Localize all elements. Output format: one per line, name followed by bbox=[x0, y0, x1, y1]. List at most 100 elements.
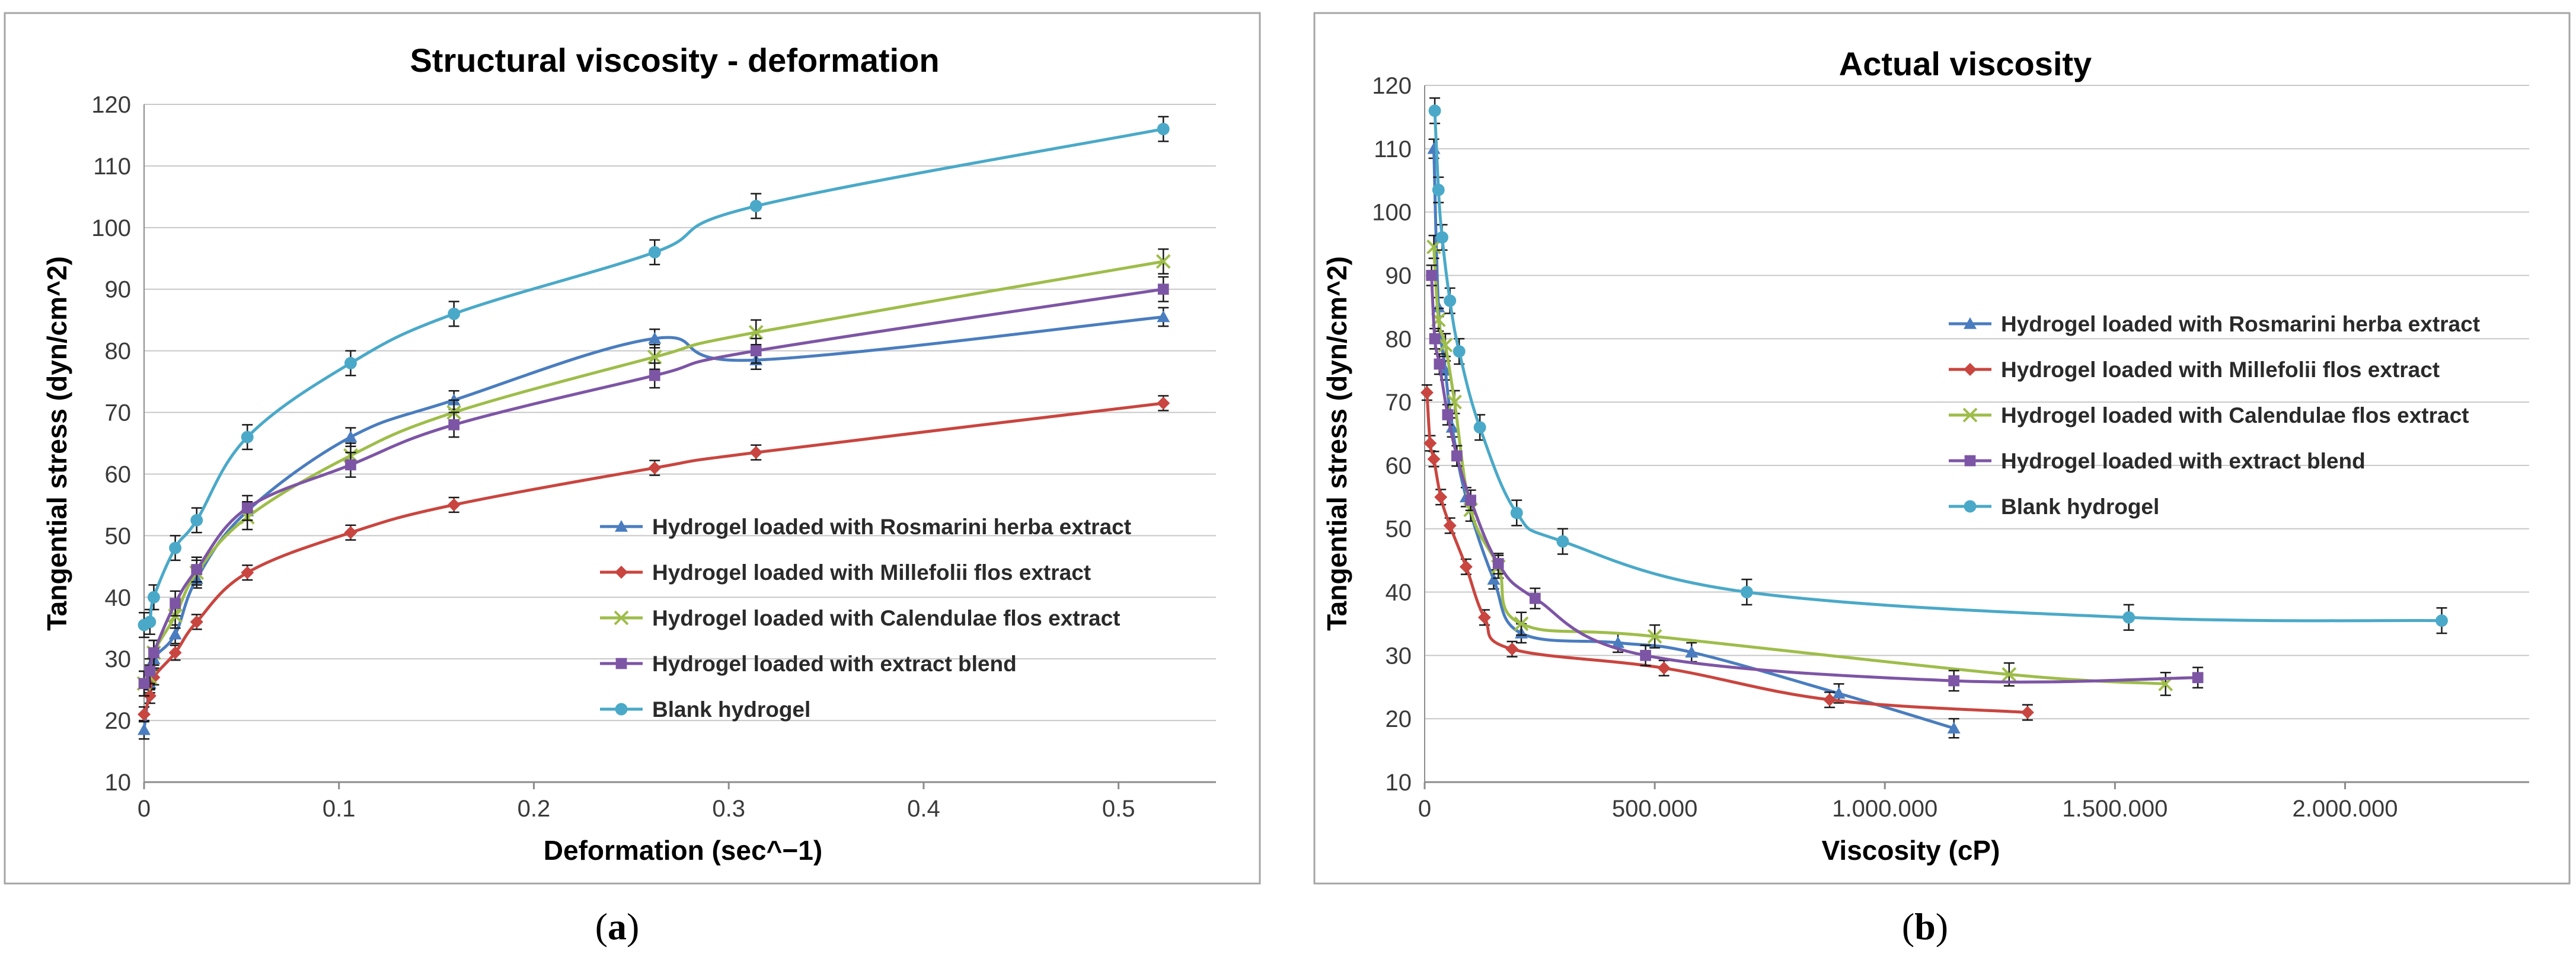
chart-a-point-blank bbox=[143, 615, 157, 629]
chart-a-point-blend bbox=[241, 502, 253, 514]
chart-a-ylabel: Tangential stress (dyn/cm^2) bbox=[42, 256, 72, 631]
caption-b-close: ) bbox=[1936, 905, 1948, 948]
chart-a-point-blend bbox=[191, 564, 203, 575]
chart-a-legend-marker bbox=[615, 520, 628, 532]
chart-a-line-blank bbox=[143, 127, 1164, 627]
chart-b-legend-marker bbox=[1964, 500, 1977, 513]
caption-b-open: ( bbox=[1902, 905, 1914, 948]
chart-a-ytick-label: 30 bbox=[105, 646, 132, 672]
chart-a-ytick-label: 80 bbox=[105, 339, 132, 365]
caption-a-open: ( bbox=[595, 905, 608, 948]
caption-b-letter: b bbox=[1914, 905, 1936, 948]
chart-b-series-blend bbox=[1426, 264, 2204, 692]
chart-a-series-blend bbox=[138, 276, 1169, 697]
chart-a-xtick-label: 0.4 bbox=[907, 796, 940, 822]
chart-a-point-blank bbox=[648, 245, 661, 259]
panel-b-frame bbox=[1313, 12, 2571, 885]
chart-b-xtick-label: 1.000.000 bbox=[1832, 796, 1937, 822]
chart-b-point-blend bbox=[1529, 592, 1541, 604]
chart-b-point-blank bbox=[1453, 345, 1466, 358]
chart-b-point-millefolii bbox=[1420, 386, 1434, 400]
chart-b-point-blend bbox=[1948, 675, 1960, 687]
chart-a-ytick-label: 70 bbox=[105, 400, 132, 426]
panel-a-frame bbox=[4, 12, 1261, 885]
chart-a-xtick-label: 0.1 bbox=[323, 796, 356, 822]
chart-a-point-blend bbox=[138, 678, 150, 690]
chart-b-legend-marker bbox=[1964, 363, 1977, 376]
chart-b-point-calendulae bbox=[1438, 337, 1453, 353]
chart-b-point-blend bbox=[1429, 333, 1441, 345]
chart-b-legend-item: Blank hydrogel bbox=[1949, 495, 2159, 519]
chart-b-point-millefolii bbox=[1477, 611, 1491, 624]
chart-b-title: Actual viscosity bbox=[1839, 45, 2092, 82]
chart-b-point-rosmarini bbox=[1685, 646, 1699, 658]
chart-b-point-millefolii bbox=[1427, 452, 1441, 466]
chart-b-point-millefolii bbox=[1443, 519, 1457, 532]
chart-a-point-millefolii bbox=[749, 446, 763, 460]
chart-b-ytick-label: 80 bbox=[1386, 326, 1412, 352]
chart-a-series-blank bbox=[138, 116, 1170, 639]
chart-b-point-rosmarini bbox=[1832, 687, 1846, 699]
chart-a-point-calendulae bbox=[1155, 254, 1171, 269]
chart-a-point-millefolii bbox=[1157, 396, 1170, 410]
chart-b-line-rosmarini bbox=[1432, 148, 1955, 730]
chart-b-point-rosmarini bbox=[1445, 420, 1459, 433]
chart-b-legend-item: Hydrogel loaded with Rosmarini herba ext… bbox=[1949, 312, 2480, 336]
chart-a-point-blank bbox=[190, 514, 203, 527]
chart-a-point-blend bbox=[750, 345, 762, 356]
chart-a-point-blank bbox=[749, 200, 762, 212]
chart-a-point-calendulae bbox=[748, 325, 764, 340]
chart-b-series-millefolii bbox=[1420, 384, 2034, 721]
chart-a-legend-label: Hydrogel loaded with extract blend bbox=[652, 652, 1017, 676]
chart-a-legend-item: Hydrogel loaded with Rosmarini herba ext… bbox=[600, 515, 1131, 539]
chart-a-point-blend bbox=[148, 647, 159, 659]
chart-b-legend-label: Hydrogel loaded with Millefolii flos ext… bbox=[2001, 358, 2440, 382]
chart-a-point-rosmarini bbox=[138, 723, 151, 735]
chart-b-ylabel: Tangential stress (dyn/cm^2) bbox=[1321, 256, 1352, 631]
chart-a-legend-marker bbox=[614, 610, 629, 626]
chart-a-ytick-label: 110 bbox=[93, 154, 131, 180]
chart-a-ytick-label: 100 bbox=[91, 215, 131, 241]
chart-b-ytick-label: 20 bbox=[1386, 706, 1412, 732]
chart-b-legend-item: Hydrogel loaded with Millefolii flos ext… bbox=[1949, 358, 2440, 382]
chart-a-point-blend bbox=[448, 419, 460, 430]
chart-b-point-blend bbox=[1492, 558, 1504, 569]
chart-b-xlabel: Viscosity (cP) bbox=[1822, 835, 2000, 866]
chart-a-ytick-label: 90 bbox=[105, 277, 132, 303]
chart-a-legend-item: Hydrogel loaded with Millefolii flos ext… bbox=[600, 560, 1091, 585]
chart-b-xtick-label: 0 bbox=[1418, 796, 1431, 822]
caption-b: (b) bbox=[1902, 905, 1948, 948]
chart-b-point-blend bbox=[1442, 409, 1454, 420]
chart-a-ytick-label: 120 bbox=[91, 92, 131, 118]
chart-b-point-blend bbox=[2192, 672, 2204, 684]
chart-b-legend-label: Hydrogel loaded with Calendulae flos ext… bbox=[2001, 403, 2469, 428]
chart-a-point-millefolii bbox=[648, 461, 662, 475]
caption-a: (a) bbox=[595, 905, 640, 948]
chart-b-point-blank bbox=[1473, 421, 1486, 434]
chart-b-ytick-label: 110 bbox=[1374, 136, 1412, 162]
chart-b-legend-marker bbox=[1964, 455, 1976, 467]
chart-b-point-millefolii bbox=[1823, 693, 1837, 707]
chart-b-legend-label: Blank hydrogel bbox=[2001, 495, 2159, 519]
chart-b-ytick-label: 30 bbox=[1386, 643, 1412, 669]
chart-b-ytick-label: 10 bbox=[1386, 770, 1412, 796]
chart-a-point-rosmarini bbox=[344, 430, 357, 442]
chart-b-ytick-label: 70 bbox=[1386, 390, 1412, 416]
chart-a-point-millefolii bbox=[241, 566, 254, 579]
chart-a-legend-marker bbox=[615, 658, 627, 669]
chart-a-legend-item: Hydrogel loaded with Calendulae flos ext… bbox=[600, 606, 1121, 630]
chart-a-point-blank bbox=[169, 541, 182, 554]
chart-a-xtick-label: 0.5 bbox=[1102, 796, 1135, 822]
chart-a-xtick-label: 0 bbox=[138, 796, 151, 822]
chart-b-point-blank bbox=[1444, 294, 1457, 307]
chart-b-legend-item: Hydrogel loaded with Calendulae flos ext… bbox=[1949, 403, 2469, 428]
chart-b-plot: 10 20 30 40 50 60 70 80 90 100 110 120 0 500.000 1.000… bbox=[1372, 73, 2529, 822]
chart-b-point-millefolii bbox=[1505, 642, 1519, 656]
chart-a-point-rosmarini bbox=[168, 627, 182, 640]
chart-a-xlabel: Deformation (sec^−1) bbox=[544, 835, 822, 866]
chart-b-point-blank bbox=[1510, 506, 1523, 519]
chart-b-xtick-label: 500.000 bbox=[1612, 796, 1698, 822]
chart-b-legend-label: Hydrogel loaded with extract blend bbox=[2001, 449, 2366, 473]
chart-b-point-blank bbox=[1428, 104, 1441, 117]
